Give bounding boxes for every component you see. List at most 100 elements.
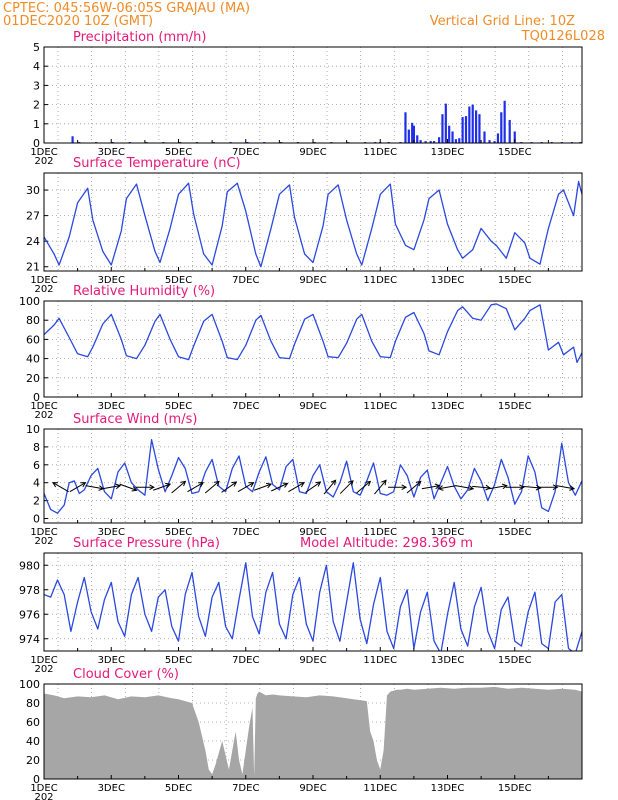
pressure-ytick-label: 974 — [19, 633, 40, 646]
pressure-xtick-label: 3DEC — [98, 655, 125, 666]
precip-bar — [500, 112, 503, 143]
rh-ytick-label: 100 — [19, 295, 40, 308]
wind-line — [44, 439, 582, 514]
wind-arrow-head — [401, 484, 408, 491]
wind-ytick-label: 6 — [33, 459, 40, 472]
wind-arrow-head — [381, 479, 387, 486]
wind-arrow — [438, 485, 457, 490]
precip-ytick-label: 0 — [33, 137, 40, 150]
precip-ytick-label: 3 — [33, 79, 40, 92]
wind-xtick-label: 1DEC — [30, 527, 57, 538]
header-location: CPTEC: 045:56W-06:05S GRAJAU (MA) — [3, 1, 250, 16]
rh-ytick-label: 40 — [26, 353, 40, 366]
wind-arrow — [472, 485, 491, 489]
precip-bar — [419, 140, 422, 143]
precip-bar — [461, 117, 464, 143]
wind-xtick-label: 15DEC — [498, 527, 532, 538]
temp-ytick-label: 24 — [26, 235, 40, 248]
wind-arrow — [323, 479, 336, 495]
rh-xtick-label: 3DEC — [98, 401, 125, 412]
wind-ytick-label: 10 — [26, 423, 40, 436]
pressure-line — [44, 562, 582, 651]
precip-bar — [503, 100, 506, 143]
wind-arrow-head — [348, 480, 354, 486]
wind-ytick-label: 2 — [33, 495, 40, 508]
pressure-xtick-label: 9DEC — [299, 655, 326, 666]
wind-arrow-head — [437, 485, 444, 491]
wind-arrow-head — [231, 481, 238, 487]
temp-xtick-label: 7DEC — [232, 275, 259, 286]
wind-arrow-head — [519, 484, 525, 491]
wind-arrow-head — [165, 482, 172, 489]
wind-xtick-label: 3DEC — [98, 527, 125, 538]
cloud-xtick-label: 11DEC — [363, 783, 397, 794]
wind-arrow-head — [434, 483, 441, 490]
temp-xtick-label: 3DEC — [98, 275, 125, 286]
temp-xtick-label: 1DEC — [30, 275, 57, 286]
wind-arrow — [488, 485, 507, 490]
pressure-ytick-label: 976 — [19, 608, 40, 621]
wind-arrow — [288, 482, 305, 493]
cloud-area — [44, 686, 582, 779]
cloud-ytick-label: 60 — [26, 716, 40, 729]
pressure-ytick-label: 980 — [19, 559, 40, 572]
precip-bar — [411, 122, 414, 143]
precip-ytick-label: 1 — [33, 118, 40, 131]
wind-xtick-label: 11DEC — [363, 527, 397, 538]
temp-ytick-label: 27 — [26, 210, 40, 223]
precip-bar — [416, 135, 419, 143]
precip-bar — [424, 141, 427, 143]
wind-arrow-head — [501, 483, 508, 490]
rh-ytick-label: 0 — [33, 391, 40, 404]
precip-bar — [437, 137, 441, 143]
precip-ytick-label: 4 — [33, 60, 40, 73]
precip-bar — [496, 133, 500, 143]
temp-ytick-label: 30 — [26, 184, 40, 197]
temp-xtick-label: 9DEC — [299, 275, 326, 286]
precip-xtick-label: 3DEC — [98, 147, 125, 158]
wind-arrow — [556, 485, 575, 490]
pressure-xtick-label: 1DEC — [30, 655, 57, 666]
precip-bar — [464, 116, 468, 143]
wind-arrow-head — [415, 480, 422, 487]
wind-xtick-year: 202 — [34, 536, 53, 547]
wind-arrow — [171, 481, 186, 494]
rh-ytick-label: 80 — [26, 314, 40, 327]
cloud-title: Cloud Cover (%) — [73, 667, 179, 682]
precip-bar — [474, 110, 478, 143]
wind-arrow — [406, 481, 422, 494]
pressure-xtick-label: 13DEC — [431, 655, 465, 666]
precip-bar — [488, 140, 491, 143]
wind-arrow — [102, 485, 121, 490]
precip-bar — [478, 114, 481, 143]
wind-arrow-head — [330, 479, 337, 486]
wind-arrow — [153, 483, 171, 491]
rh-xtick-label: 13DEC — [431, 401, 465, 412]
precip-xtick-label: 15DEC — [498, 147, 532, 158]
wind-arrow-head — [131, 486, 138, 492]
wind-arrow — [52, 482, 69, 493]
pressure-xtick-year: 202 — [34, 664, 53, 675]
precip-ytick-label: 5 — [33, 41, 40, 54]
rh-ytick-label: 60 — [26, 333, 40, 346]
precip-bar — [454, 139, 458, 143]
cloud-ytick-label: 100 — [19, 678, 40, 691]
wind-arrow-head — [535, 484, 542, 491]
cloud-ytick-label: 20 — [26, 754, 40, 767]
wind-arrow-head — [149, 484, 155, 491]
rh-xtick-label: 1DEC — [30, 401, 57, 412]
rh-line — [44, 303, 582, 364]
precip-xtick-label: 1DEC — [30, 147, 57, 158]
precip-xtick-label: 5DEC — [165, 147, 192, 158]
precip-panel: 0 1 2 3 4 5 1DEC202 3DEC 5DEC 7DEC 9DEC 11DEC 13DEC 1… — [30, 30, 583, 167]
precip-bar — [513, 131, 516, 143]
cloud-ytick-label: 0 — [33, 773, 40, 786]
precip-bar — [432, 141, 436, 143]
cloud-xtick-label: 5DEC — [165, 783, 192, 794]
precip-xtick-label: 11DEC — [363, 147, 397, 158]
wind-arrow — [221, 481, 237, 493]
precip-bar — [429, 141, 432, 143]
